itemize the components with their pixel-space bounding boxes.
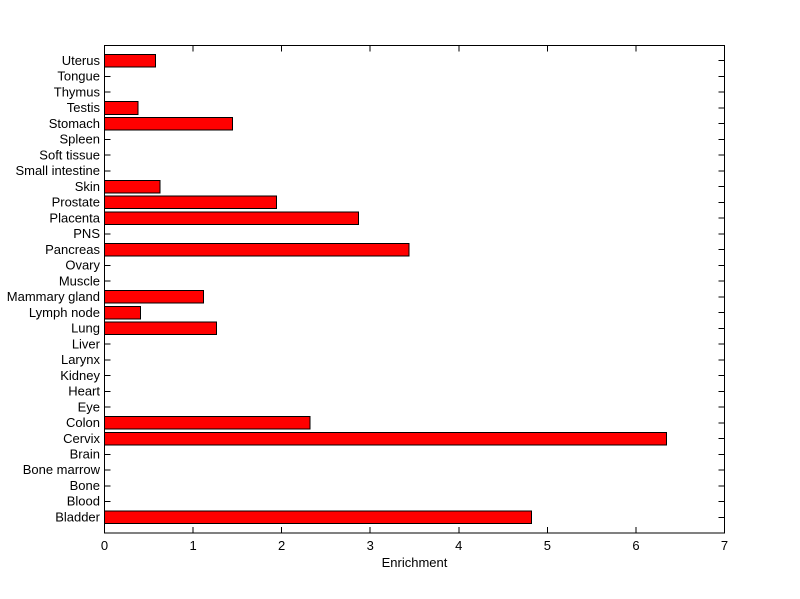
svg-text:5: 5	[544, 538, 551, 553]
svg-text:Soft tissue: Soft tissue	[39, 147, 100, 162]
svg-text:Testis: Testis	[67, 100, 101, 115]
svg-text:3: 3	[367, 538, 374, 553]
svg-text:Bladder: Bladder	[55, 509, 100, 524]
svg-text:1: 1	[189, 538, 196, 553]
svg-text:Cervix: Cervix	[63, 431, 100, 446]
svg-text:Larynx: Larynx	[61, 352, 101, 367]
svg-text:Eye: Eye	[78, 399, 100, 414]
svg-text:Skin: Skin	[75, 179, 100, 194]
svg-text:Thymus: Thymus	[54, 84, 101, 99]
svg-text:Bone: Bone	[70, 478, 100, 493]
svg-text:Heart: Heart	[68, 384, 100, 399]
svg-text:Brain: Brain	[70, 446, 100, 461]
svg-text:Small intestine: Small intestine	[15, 163, 100, 178]
svg-text:Uterus: Uterus	[62, 53, 101, 68]
svg-text:Spleen: Spleen	[60, 132, 100, 147]
svg-text:7: 7	[721, 538, 728, 553]
svg-text:Colon: Colon	[66, 415, 100, 430]
svg-text:Kidney: Kidney	[60, 368, 100, 383]
svg-text:Mammary gland: Mammary gland	[7, 289, 100, 304]
svg-text:Stomach: Stomach	[49, 116, 100, 131]
svg-text:4: 4	[455, 538, 462, 553]
svg-text:Lung: Lung	[71, 321, 100, 336]
svg-text:Prostate: Prostate	[52, 195, 100, 210]
svg-text:Tongue: Tongue	[57, 69, 100, 84]
svg-text:Lymph node: Lymph node	[29, 305, 100, 320]
svg-text:Muscle: Muscle	[59, 273, 100, 288]
svg-text:2: 2	[278, 538, 285, 553]
svg-text:0: 0	[101, 538, 108, 553]
svg-text:Placenta: Placenta	[49, 210, 100, 225]
svg-text:Blood: Blood	[67, 494, 100, 509]
svg-text:Bone marrow: Bone marrow	[23, 462, 101, 477]
svg-text:PNS: PNS	[73, 226, 100, 241]
svg-text:Liver: Liver	[72, 336, 101, 351]
svg-text:Pancreas: Pancreas	[45, 242, 100, 257]
svg-text:6: 6	[632, 538, 639, 553]
svg-text:Ovary: Ovary	[65, 258, 100, 273]
svg-text:Enrichment: Enrichment	[382, 555, 448, 570]
